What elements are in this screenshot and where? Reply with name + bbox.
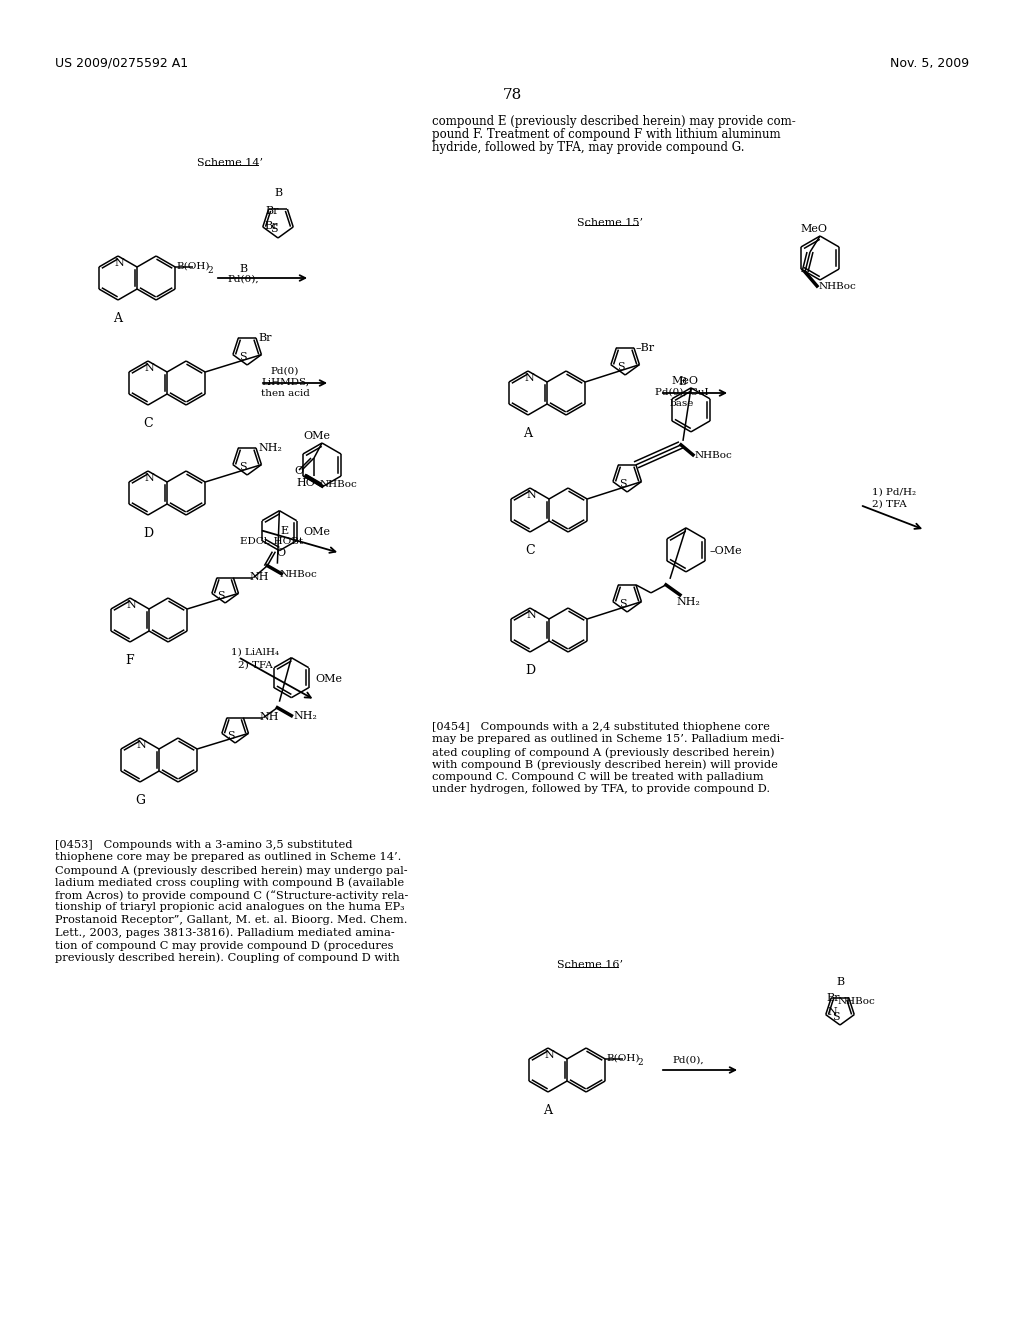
Text: under hydrogen, followed by TFA, to provide compound D.: under hydrogen, followed by TFA, to prov… [432,784,770,795]
Text: 1) Pd/H₂: 1) Pd/H₂ [872,488,916,498]
Text: O: O [276,548,286,557]
Text: C: C [143,417,153,430]
Text: A: A [114,312,123,325]
Text: previously described herein). Coupling of compound D with: previously described herein). Coupling o… [55,953,399,964]
Text: N: N [526,610,536,620]
Text: NH: NH [250,572,269,582]
Text: MeO: MeO [801,224,827,234]
Text: 2) TFA: 2) TFA [238,661,272,671]
Text: G: G [135,795,145,807]
Text: Compound A (previously described herein) may undergo pal-: Compound A (previously described herein)… [55,865,408,875]
Text: B: B [239,264,247,275]
Text: S: S [270,224,278,234]
Text: D: D [143,527,153,540]
Text: then acid: then acid [260,389,309,399]
Text: –Br: –Br [636,343,655,352]
Text: S: S [217,591,225,601]
Text: B: B [836,977,844,987]
Text: N: N [144,473,154,483]
Text: OMe: OMe [303,527,331,537]
Text: US 2009/0275592 A1: US 2009/0275592 A1 [55,57,188,70]
Text: pound F. Treatment of compound F with lithium aluminum: pound F. Treatment of compound F with li… [432,128,780,141]
Text: 2: 2 [207,267,213,275]
Text: Br: Br [265,220,279,231]
Text: B: B [274,187,282,198]
Text: N: N [144,363,154,374]
Text: NH: NH [259,711,279,722]
Text: with compound B (previously described herein) will provide: with compound B (previously described he… [432,759,778,770]
Text: NH₂: NH₂ [294,710,317,721]
Text: S: S [240,462,247,473]
Text: compound E (previously described herein) may provide com-: compound E (previously described herein)… [432,115,796,128]
Text: Br: Br [826,993,841,1003]
Text: Br: Br [258,333,271,343]
Text: [0454]   Compounds with a 2,4 substituted thiophene core: [0454] Compounds with a 2,4 substituted … [432,722,770,733]
Text: Lett., 2003, pages 3813-3816). Palladium mediated amina-: Lett., 2003, pages 3813-3816). Palladium… [55,928,394,939]
Text: S: S [617,362,625,372]
Text: N: N [114,257,124,268]
Text: may be prepared as outlined in Scheme 15’. Palladium medi-: may be prepared as outlined in Scheme 15… [432,734,784,744]
Text: thiophene core may be prepared as outlined in Scheme 14’.: thiophene core may be prepared as outlin… [55,853,401,862]
Text: Prostanoid Receptor”, Gallant, M. et. al. Bioorg. Med. Chem.: Prostanoid Receptor”, Gallant, M. et. al… [55,915,408,925]
Text: NHBoc: NHBoc [838,997,876,1006]
Text: Scheme 14’: Scheme 14’ [197,158,263,168]
Text: Pd(0),: Pd(0), [672,1056,703,1065]
Text: 78: 78 [503,88,521,102]
Text: N: N [126,601,136,610]
Text: S: S [227,731,234,741]
Text: N: N [544,1049,554,1060]
Text: NH₂: NH₂ [676,597,699,607]
Text: 1) LiAlH₄: 1) LiAlH₄ [231,648,280,657]
Text: N: N [526,490,536,500]
Text: base: base [670,399,694,408]
Text: OMe: OMe [315,673,342,684]
Text: NHBoc: NHBoc [819,282,857,290]
Text: A: A [523,426,532,440]
Text: A: A [544,1104,553,1117]
Text: tion of compound C may provide compound D (procedures: tion of compound C may provide compound … [55,940,393,950]
Text: S: S [620,599,627,609]
Text: B(OH): B(OH) [606,1053,640,1063]
Text: NHBoc: NHBoc [695,451,733,459]
Text: 2) TFA: 2) TFA [872,500,906,510]
Text: HO: HO [296,478,314,488]
Text: [0453]   Compounds with a 3-amino 3,5 substituted: [0453] Compounds with a 3-amino 3,5 subs… [55,840,352,850]
Text: NHBoc: NHBoc [319,480,357,488]
Text: tionship of triaryl propionic acid analogues on the huma EP₃: tionship of triaryl propionic acid analo… [55,903,404,912]
Text: Pd(0), CuI: Pd(0), CuI [655,388,709,397]
Text: 2: 2 [637,1059,643,1067]
Text: MeO: MeO [672,376,698,385]
Text: Pd(0): Pd(0) [270,367,299,376]
Text: N: N [524,374,534,383]
Text: C: C [525,544,535,557]
Text: N: N [827,1007,838,1016]
Text: N: N [136,741,145,750]
Text: Scheme 16’: Scheme 16’ [557,960,623,970]
Text: B(OH): B(OH) [176,261,210,271]
Text: S: S [620,479,627,488]
Text: D: D [525,664,536,677]
Text: F: F [126,653,134,667]
Text: from Acros) to provide compound C (“Structure-activity rela-: from Acros) to provide compound C (“Stru… [55,890,409,900]
Text: Scheme 15’: Scheme 15’ [577,218,643,228]
Text: S: S [833,1012,840,1022]
Text: Pd(0),: Pd(0), [227,275,259,284]
Text: O: O [294,466,303,477]
Text: S: S [240,352,247,362]
Text: LiHMDS,: LiHMDS, [261,378,309,387]
Text: OMe: OMe [303,432,331,441]
Text: EDCl, HOBt: EDCl, HOBt [241,537,303,546]
Text: Br: Br [265,206,279,216]
Text: E: E [280,525,288,536]
Text: –OMe: –OMe [710,546,742,556]
Text: ladium mediated cross coupling with compound B (available: ladium mediated cross coupling with comp… [55,878,404,888]
Text: ated coupling of compound A (previously described herein): ated coupling of compound A (previously … [432,747,774,758]
Text: B: B [678,378,686,387]
Text: NH₂: NH₂ [258,444,282,453]
Text: hydride, followed by TFA, may provide compound G.: hydride, followed by TFA, may provide co… [432,141,744,154]
Text: compound C. Compound C will be treated with palladium: compound C. Compound C will be treated w… [432,772,764,781]
Text: NHBoc: NHBoc [280,570,317,578]
Text: Nov. 5, 2009: Nov. 5, 2009 [890,57,969,70]
